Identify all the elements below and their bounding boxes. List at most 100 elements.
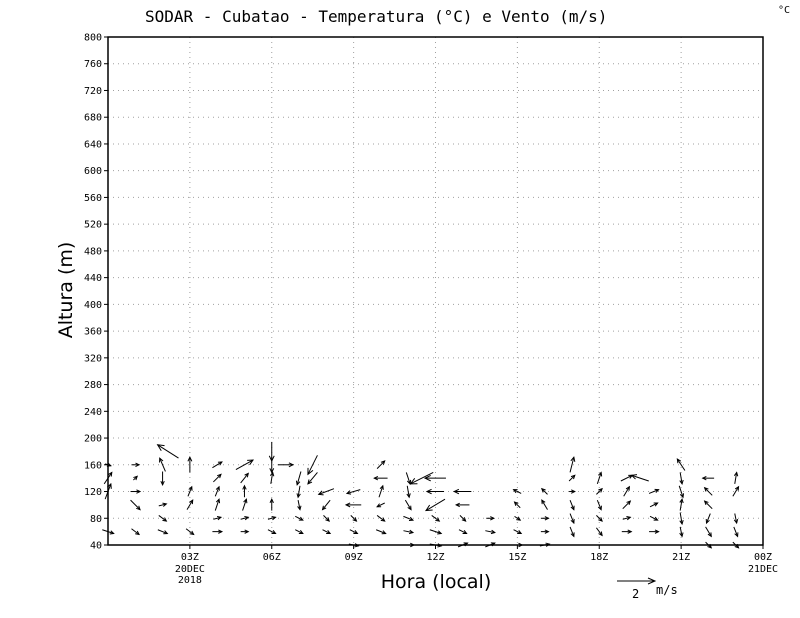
wind-vector-shaft [214, 486, 220, 497]
wind-vector [514, 515, 522, 521]
wind-vector-shaft [596, 515, 603, 522]
wind-vector-head [462, 530, 468, 535]
wind-vector-head [133, 475, 139, 481]
wind-vector-shaft [622, 516, 631, 520]
x-tick-label: 00Z [754, 552, 772, 563]
wind-vector-head [217, 461, 223, 466]
wind-vector-head [654, 529, 660, 534]
wind-vector [679, 498, 684, 511]
wind-vector [158, 502, 168, 507]
wind-vector-head [353, 530, 359, 535]
wind-vector-shaft [569, 526, 575, 537]
y-tick-label: 240 [84, 407, 102, 418]
wind-vector-head [307, 467, 314, 476]
wind-vector-head [108, 471, 113, 477]
wind-vector-shaft [569, 457, 575, 473]
wind-vector [158, 515, 168, 522]
wind-vector-shaft [297, 485, 301, 498]
wind-vector [678, 485, 685, 499]
wind-vector-head [379, 484, 384, 490]
y-tick-label: 640 [84, 139, 102, 150]
wind-vector-head [409, 478, 418, 485]
wind-vector-head [215, 485, 220, 491]
y-tick-label: 760 [84, 59, 102, 70]
wind-vector-head [297, 505, 302, 511]
wind-vector [453, 488, 472, 495]
wind-vector [235, 459, 255, 470]
wind-vector [212, 529, 224, 534]
wind-vector-head [654, 488, 660, 493]
wind-vector [240, 529, 250, 534]
wind-vector-head [653, 516, 659, 521]
wind-vector [349, 529, 359, 535]
reference-arrow-head [647, 577, 657, 585]
wind-vector-shaft [596, 472, 602, 485]
wind-vector [569, 499, 575, 511]
wind-vector-head [269, 498, 274, 504]
wind-vector-shaft [185, 528, 194, 535]
wind-vector-shaft [323, 515, 330, 522]
wind-vector [404, 499, 412, 511]
wind-vector [130, 499, 141, 511]
wind-vector [703, 486, 713, 496]
wind-vector-shaft [732, 486, 739, 497]
wind-vector-shaft [513, 529, 522, 534]
wind-vector [458, 529, 468, 535]
wind-vector [630, 474, 649, 482]
wind-vector-head [271, 516, 277, 521]
wind-vector-shaft [403, 515, 414, 521]
wind-vector-shaft [376, 460, 386, 469]
wind-vector [307, 455, 318, 476]
wind-vector-shaft [458, 529, 467, 534]
wind-vector [513, 529, 523, 535]
wind-vector-head [734, 485, 740, 491]
wind-vector-shaft [186, 499, 194, 510]
wind-vector-shaft [267, 529, 276, 534]
wind-vector-head [381, 530, 387, 535]
wind-vector-shaft [679, 512, 683, 525]
wind-vector-shaft [295, 529, 304, 534]
wind-vector-head [627, 529, 633, 534]
wind-vector-head [135, 530, 141, 536]
wind-vector-head [136, 505, 141, 511]
wind-vector-head [517, 530, 523, 535]
wind-vector [375, 529, 387, 535]
wind-vector-head [298, 516, 304, 521]
wind-vector [569, 526, 575, 538]
wind-vector-head [135, 462, 141, 467]
wind-vector-head [653, 502, 659, 507]
wind-vector [130, 489, 142, 494]
y-tick-label: 400 [84, 300, 102, 311]
wind-vector-head [326, 530, 332, 535]
wind-vector-shaft [322, 499, 331, 510]
wind-vector-shaft [212, 461, 223, 469]
wind-vector-head [679, 493, 685, 499]
wind-vector-shaft [648, 489, 659, 494]
wind-vector-head [160, 480, 165, 486]
y-tick-label: 200 [84, 434, 102, 445]
wind-vector-head [598, 517, 603, 522]
wind-vector-head [570, 474, 576, 480]
wind-vector-shaft [596, 488, 603, 495]
wind-vector [568, 474, 576, 482]
wind-vector [187, 485, 193, 497]
reference-value: 2 [632, 587, 639, 601]
wind-vectors [102, 441, 740, 549]
wind-vector-head [734, 532, 739, 538]
wind-vector [212, 461, 223, 469]
wind-vector-shaft [295, 515, 304, 521]
wind-vector [425, 488, 445, 495]
wind-vector-head [707, 532, 712, 538]
wind-vector [157, 529, 169, 535]
wind-vector-shaft [346, 489, 361, 494]
wind-vector [649, 515, 659, 521]
wind-vector-head [189, 530, 195, 536]
wind-vector [376, 515, 386, 522]
wind-vector-head [298, 530, 304, 535]
wind-vector [648, 488, 660, 494]
wind-vector-head [407, 505, 412, 511]
wind-vector [214, 498, 221, 511]
y-tick-label: 120 [84, 487, 102, 498]
